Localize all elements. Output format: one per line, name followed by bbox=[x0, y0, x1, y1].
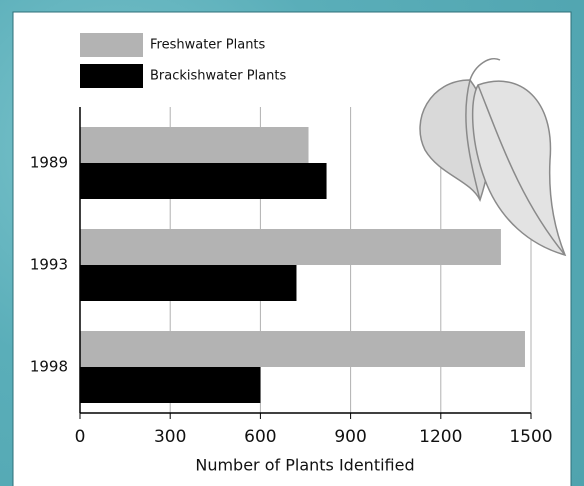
x-tick-label: 300 bbox=[154, 427, 186, 447]
legend-swatch bbox=[80, 33, 143, 57]
y-tick-label: 1989 bbox=[30, 154, 68, 172]
x-tick-label: 600 bbox=[244, 427, 276, 447]
legend-label: Brackishwater Plants bbox=[150, 69, 286, 84]
x-tick-label: 0 bbox=[75, 427, 86, 447]
bar bbox=[80, 331, 525, 367]
bar bbox=[80, 127, 309, 163]
bar bbox=[80, 367, 261, 403]
bar bbox=[80, 229, 501, 265]
bar bbox=[80, 163, 327, 199]
x-tick-label: 1200 bbox=[419, 427, 462, 447]
legend-label: Freshwater Plants bbox=[150, 38, 266, 53]
x-axis-label: Number of Plants Identified bbox=[195, 456, 414, 475]
bar bbox=[80, 265, 297, 301]
leaf-decoration bbox=[419, 58, 567, 257]
y-tick-label: 1993 bbox=[30, 256, 68, 274]
x-tick-label: 1500 bbox=[509, 427, 552, 447]
y-tick-label: 1998 bbox=[30, 358, 68, 376]
legend-swatch bbox=[80, 64, 143, 88]
x-tick-label: 900 bbox=[334, 427, 366, 447]
